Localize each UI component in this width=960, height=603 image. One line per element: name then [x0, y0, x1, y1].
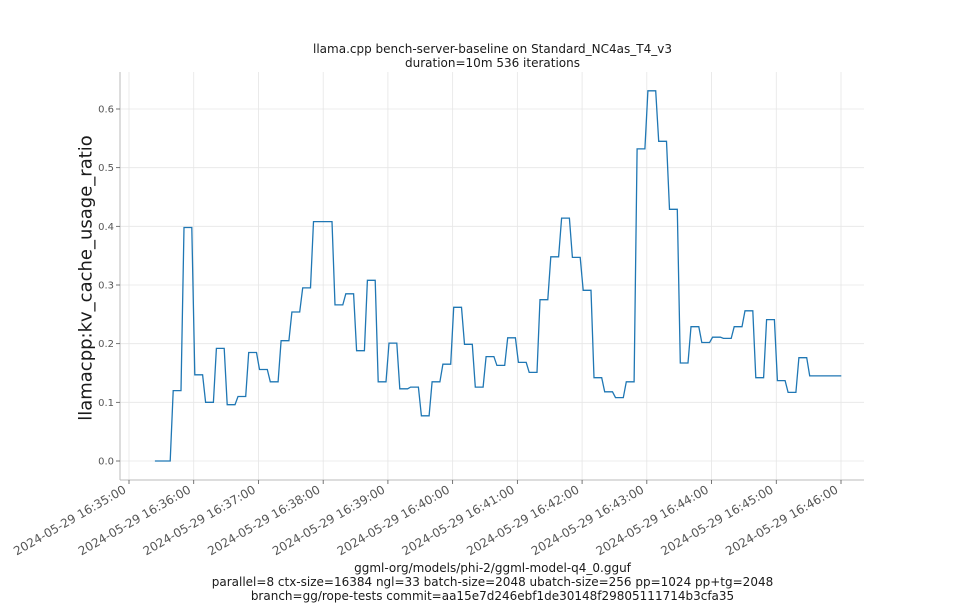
series-line-kv-cache-usage — [154, 90, 842, 462]
chart-title-line: llama.cpp bench-server-baseline on Stand… — [313, 42, 672, 56]
x-tick-label: 2024-05-29 16:42:00 — [464, 482, 581, 558]
x-tick-label: 2024-05-29 16:46:00 — [723, 482, 840, 558]
y-tick-label: 0.2 — [98, 339, 114, 350]
x-tick-label: 2024-05-29 16:44:00 — [594, 482, 711, 558]
x-tick-label: 2024-05-29 16:43:00 — [529, 482, 646, 558]
chart-subtitle: duration=10m 536 iterations — [405, 56, 580, 70]
chart-title: llama.cpp bench-server-baseline on Stand… — [0, 42, 960, 70]
x-label-branch: branch=gg/rope-tests commit=aa15e7d246eb… — [250, 589, 735, 603]
grid-lines — [120, 72, 864, 480]
x-tick-label: 2024-05-29 16:40:00 — [335, 482, 452, 558]
x-tick-label: 2024-05-29 16:36:00 — [76, 482, 193, 558]
x-tick-label: 2024-05-29 16:35:00 — [11, 482, 128, 558]
x-tick-label: 2024-05-29 16:45:00 — [658, 482, 775, 558]
x-tick-label: 2024-05-29 16:37:00 — [141, 482, 258, 558]
y-tick-label: 0.0 — [98, 457, 114, 468]
y-tick-label: 0.1 — [98, 398, 114, 409]
axes — [119, 72, 864, 481]
x-axis-label: ggml-org/models/phi-2/ggml-model-q4_0.gg… — [0, 561, 960, 603]
y-tick-label: 0.5 — [98, 163, 114, 174]
y-tick-label: 0.6 — [98, 105, 114, 116]
x-label-model: ggml-org/models/phi-2/ggml-model-q4_0.gg… — [354, 561, 631, 575]
y-tick-label: 0.3 — [98, 281, 114, 292]
x-tick-label: 2024-05-29 16:39:00 — [270, 482, 387, 558]
x-tick-label: 2024-05-29 16:38:00 — [205, 482, 322, 558]
y-axis-ticks: 0.0 0.1 0.2 0.3 0.4 0.5 0.6 — [98, 105, 120, 468]
y-tick-label: 0.4 — [98, 222, 114, 233]
x-tick-label: 2024-05-29 16:41:00 — [399, 482, 516, 558]
x-label-params: parallel=8 ctx-size=16384 ngl=33 batch-s… — [211, 575, 774, 589]
